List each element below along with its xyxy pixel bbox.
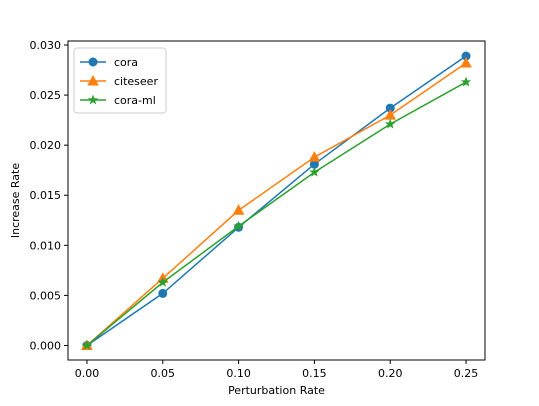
x-tick-label: 0.05 [151, 367, 176, 380]
legend-entry-cora: cora [80, 56, 138, 69]
x-tick-label: 0.15 [302, 367, 327, 380]
x-axis-label: Perturbation Rate [228, 384, 325, 397]
x-tick-label: 0.00 [75, 367, 100, 380]
x-tick-label: 0.25 [454, 367, 479, 380]
legend-label: cora [114, 56, 138, 69]
y-tick-label: 0.005 [30, 289, 62, 302]
series-layer [81, 51, 472, 350]
y-tick-label: 0.015 [30, 189, 62, 202]
legend-marker [87, 94, 99, 105]
legend-box [73, 47, 167, 114]
data-point-citeseer [460, 57, 472, 68]
legend-label: citeseer [114, 75, 158, 88]
series-line-cora-ml [86, 81, 467, 347]
legend-marker [87, 74, 99, 86]
legend: cora citeseer cora-ml [73, 47, 167, 114]
series-line-citeseer [86, 62, 467, 347]
data-point-citeseer [308, 151, 321, 162]
y-tick-label: 0.010 [30, 239, 62, 252]
data-point-cora-ml [233, 220, 244, 231]
series-line-cora [86, 55, 467, 347]
series-cora-ml [81, 76, 472, 350]
y-tick-label: 0.025 [30, 89, 62, 102]
y-axis-ticks: 0.000 0.005 0.010 0.015 0.020 0.025 0.030 [30, 39, 68, 352]
data-point-cora-ml [81, 340, 93, 350]
y-tick-label: 0.030 [30, 39, 62, 52]
y-tick-label: 0.020 [30, 139, 62, 152]
plot-frame [67, 40, 486, 361]
legend-label: cora-ml [114, 94, 156, 107]
y-axis-label: Increase Rate [9, 163, 22, 239]
x-tick-label: 0.10 [226, 367, 251, 380]
data-point-cora-ml [460, 76, 472, 87]
x-axis-ticks: 0.00 0.05 0.10 0.15 0.20 0.25 [75, 360, 479, 380]
data-point-cora-ml [157, 276, 168, 287]
data-point-citeseer [232, 204, 245, 215]
legend-entry-citeseer: citeseer [80, 74, 158, 88]
x-tick-label: 0.20 [378, 367, 403, 380]
data-point-cora [158, 288, 168, 298]
legend-entry-cora-ml: cora-ml [80, 94, 156, 107]
data-point-cora-ml [309, 166, 320, 177]
data-point-cora-ml [385, 118, 396, 129]
legend-marker [88, 57, 98, 67]
y-tick-label: 0.000 [30, 339, 62, 352]
